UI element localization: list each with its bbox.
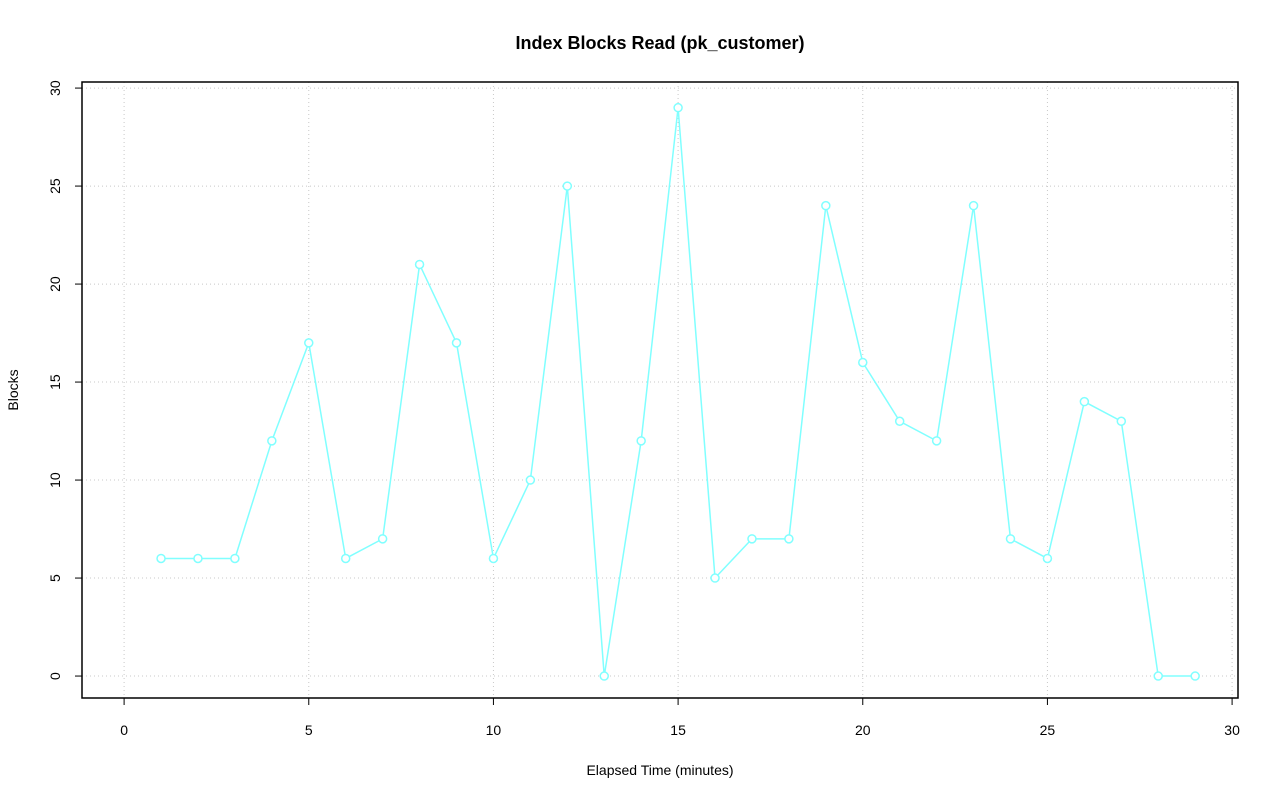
data-point	[784, 534, 794, 544]
x-tick-label: 20	[855, 722, 871, 738]
data-point	[747, 534, 757, 544]
data-point	[193, 553, 203, 564]
data-point	[1190, 671, 1200, 681]
data-point	[1005, 534, 1016, 544]
data-point	[894, 416, 905, 427]
data-point	[340, 553, 351, 564]
data-point	[821, 200, 831, 211]
data-point	[414, 259, 425, 270]
data-point	[599, 671, 609, 681]
x-tick-label: 0	[120, 722, 128, 738]
y-tick-label: 30	[47, 80, 63, 96]
data-point	[1153, 671, 1163, 681]
x-axis-label: Elapsed Time (minutes)	[586, 762, 733, 778]
data-point	[931, 436, 942, 446]
data-point	[636, 436, 646, 446]
data-point	[1116, 416, 1127, 427]
y-tick-label: 15	[47, 374, 63, 390]
y-tick-label: 10	[47, 472, 63, 488]
y-axis-label: Blocks	[5, 369, 21, 410]
y-tick-label: 20	[47, 276, 63, 292]
data-point	[673, 102, 683, 113]
data-point	[710, 573, 720, 583]
y-tick-label: 0	[47, 672, 63, 680]
x-tick-label: 10	[486, 722, 502, 738]
data-point	[858, 357, 868, 368]
data-point	[968, 200, 979, 211]
data-point	[488, 553, 499, 564]
y-tick-label: 5	[47, 574, 63, 582]
x-tick-label: 5	[305, 722, 313, 738]
y-tick-label: 25	[47, 178, 63, 194]
chart-title: Index Blocks Read (pk_customer)	[515, 33, 804, 53]
data-point	[1079, 396, 1090, 407]
x-tick-label: 25	[1040, 722, 1056, 738]
x-tick-label: 15	[670, 722, 686, 738]
data-point	[451, 338, 462, 348]
data-point	[267, 436, 277, 446]
data-point	[156, 553, 166, 564]
data-point	[562, 181, 573, 191]
data-point	[525, 475, 536, 485]
x-tick-label: 30	[1224, 722, 1240, 738]
data-point	[1042, 553, 1053, 564]
data-point	[377, 534, 388, 544]
data-point	[230, 553, 240, 564]
plot-frame	[81, 81, 1239, 699]
data-point	[304, 338, 314, 348]
